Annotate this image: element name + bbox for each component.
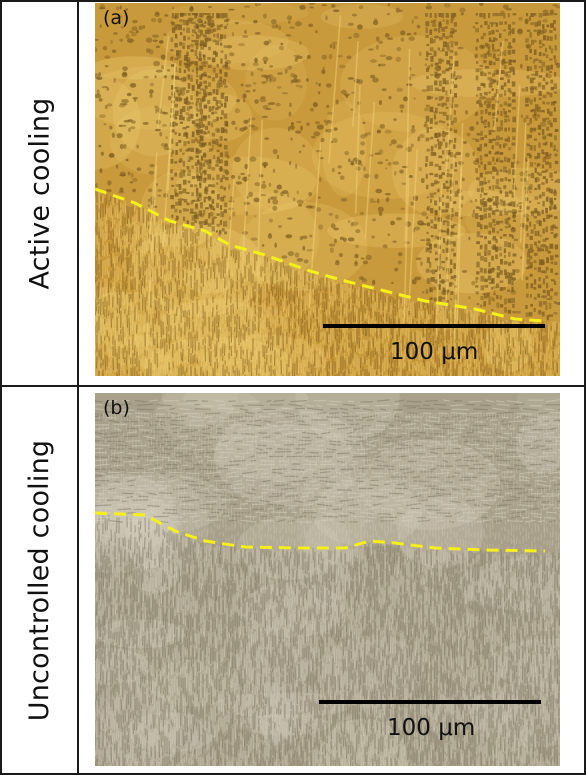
scale-text-a: 100 μm (390, 339, 479, 365)
border-top (0, 0, 586, 2)
row-label-a: Active cooling (10, 2, 70, 385)
panel-letter-b: (b) (103, 397, 130, 419)
micrograph-panel-b: (b) 100 μm (95, 393, 560, 766)
row-label-b: Uncontrolled cooling (10, 387, 70, 773)
row-label-a-text: Active cooling (24, 97, 56, 290)
row-label-b-text: Uncontrolled cooling (24, 439, 56, 721)
scale-bar-a (323, 324, 545, 328)
border-left (0, 0, 2, 775)
border-middle (0, 385, 586, 387)
border-bottom (0, 773, 586, 775)
micrograph-panel-a: (a) 100 μm (95, 3, 560, 376)
micrograph-image-a (95, 3, 560, 376)
border-right (584, 0, 586, 775)
micrograph-image-b (95, 393, 560, 766)
scale-text-b: 100 μm (387, 715, 476, 741)
panel-letter-a: (a) (103, 7, 130, 29)
border-divider (77, 0, 79, 775)
scale-bar-b (319, 700, 541, 704)
